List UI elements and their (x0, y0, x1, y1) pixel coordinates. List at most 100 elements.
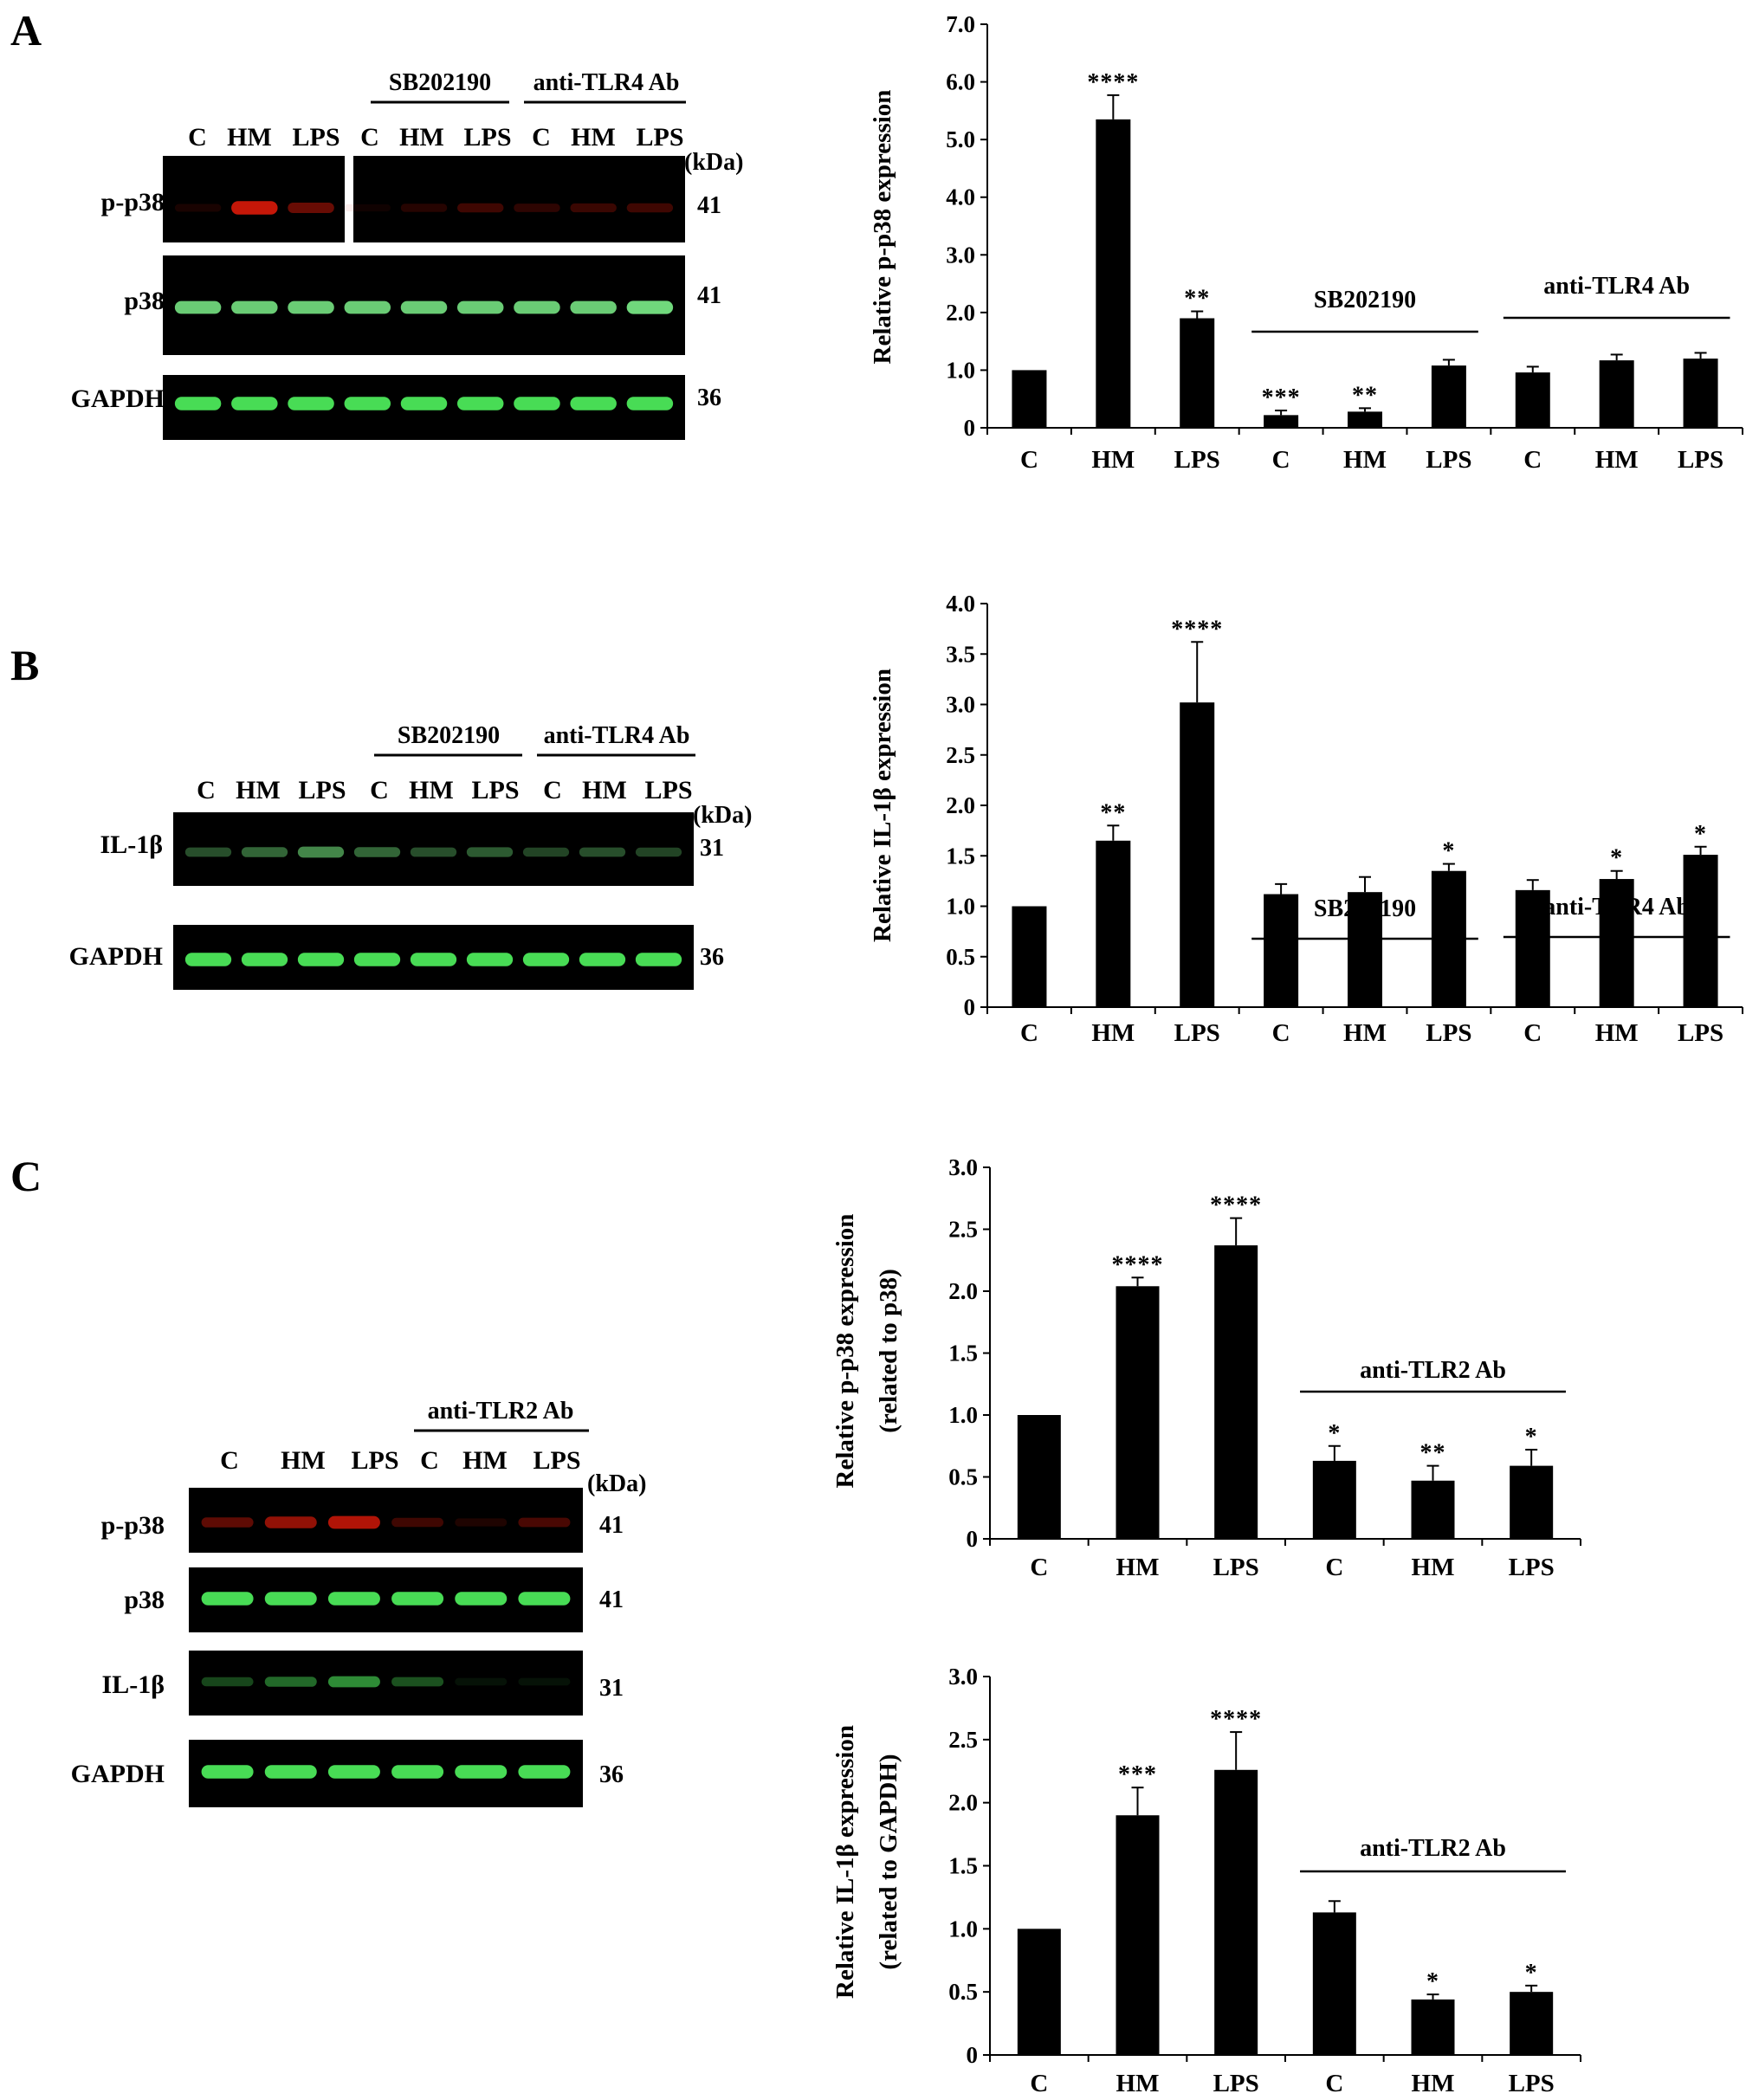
bar (1116, 1815, 1160, 2055)
blot-kda-value: 41 (697, 192, 721, 219)
blot-strip (353, 156, 685, 242)
protein-band (456, 203, 504, 213)
bar (1348, 411, 1382, 428)
lane-label: C (220, 1446, 239, 1475)
significance-marker: **** (1210, 1706, 1262, 1733)
blot-strip (163, 156, 345, 242)
significance-marker: * (1694, 821, 1707, 848)
y-tick-label: 3.0 (946, 242, 975, 268)
lane-label: LPS (533, 1446, 580, 1475)
x-tick-label: C (1523, 1019, 1542, 1047)
x-tick-label: LPS (1426, 1019, 1471, 1047)
y-tick-label: 1.0 (948, 1916, 978, 1942)
protein-band (264, 1592, 317, 1606)
chart-a: 0 1.0 2.0 3.0 4.0 5.0 6.0 7.0 Relative p-p38 exp… (869, 11, 1743, 474)
x-tick-label: LPS (1213, 2070, 1259, 2097)
protein-band (231, 397, 278, 410)
protein-band (626, 397, 674, 410)
protein-band (201, 1765, 254, 1779)
bar (1180, 318, 1215, 428)
x-tick-label: LPS (1174, 1019, 1220, 1047)
bar (1411, 1999, 1455, 2055)
blot-strip (173, 812, 694, 886)
bar (1411, 1480, 1455, 1539)
protein-band (174, 204, 222, 212)
bar (1348, 892, 1382, 1007)
lane-label: LPS (292, 123, 340, 152)
x-tick-label: HM (1412, 1554, 1455, 1581)
significance-marker: *** (1118, 1761, 1157, 1788)
bar (1515, 889, 1550, 1007)
x-tick-label: LPS (1509, 1554, 1555, 1581)
x-tick-label: HM (1595, 446, 1639, 474)
x-tick-label: C (1325, 1554, 1343, 1581)
chart-c-bottom: 0 0.5 1.0 1.5 2.0 2.5 3.0 Relative IL-1β expres… (831, 1664, 1581, 2097)
protein-band (201, 1517, 254, 1528)
lane-label: HM (227, 123, 272, 152)
lane-label: LPS (463, 123, 511, 152)
protein-band (264, 1677, 317, 1687)
protein-band (579, 953, 626, 966)
x-tick-label: C (1030, 2070, 1048, 2097)
treatment-group-label: anti-TLR4 Ab (544, 722, 690, 749)
protein-band (344, 300, 391, 314)
lane-label: C (543, 776, 562, 804)
x-tick-label: HM (1116, 2070, 1160, 2097)
protein-band (570, 203, 617, 213)
bar (1017, 1929, 1061, 2055)
y-axis-label: Relative IL-1β expression (869, 669, 896, 942)
protein-band (455, 1592, 508, 1606)
bar (1599, 360, 1634, 428)
x-tick-label: LPS (1678, 1019, 1723, 1047)
protein-band (391, 1765, 444, 1779)
protein-band (264, 1516, 317, 1528)
x-tick-label: HM (1343, 446, 1387, 474)
x-tick-label: LPS (1509, 2070, 1555, 2097)
protein-band (288, 300, 334, 314)
western-blots: C HM LPS C HM LPS C HM LPS SB202190 anti-TLR4 Ab (k… (69, 69, 752, 1807)
protein-band (201, 1592, 254, 1606)
y-tick-label: 2.0 (948, 1790, 978, 1816)
y-tick-label: 0 (967, 1526, 979, 1552)
bar (1431, 365, 1466, 428)
y-tick-label: 1.0 (946, 357, 975, 383)
kda-unit-label: (kDa) (684, 149, 743, 176)
group-bracket-label: SB202190 (1314, 287, 1416, 313)
protein-band (327, 1592, 380, 1606)
lane-label: C (197, 776, 216, 804)
significance-marker: * (1525, 1960, 1538, 1987)
y-tick-label: 1.5 (948, 1853, 978, 1879)
lane-label: HM (281, 1446, 326, 1475)
x-tick-label: HM (1343, 1019, 1387, 1047)
treatment-group-label: SB202190 (398, 722, 500, 749)
lane-label: LPS (644, 776, 692, 804)
significance-marker: **** (1112, 1251, 1164, 1278)
kda-unit-label: (kDa) (693, 802, 752, 829)
group-bracket-label: anti-TLR2 Ab (1360, 1357, 1506, 1384)
bar (1312, 1912, 1356, 2055)
bar (1017, 1415, 1061, 1539)
bar (1264, 894, 1299, 1007)
lane-label: HM (582, 776, 627, 804)
blot-panel-b: C HM LPS C HM LPS C HM LPS SB202190 anti-TLR4 Ab (k… (69, 722, 752, 990)
y-tick-label: 1.0 (946, 894, 975, 920)
protein-band (518, 1592, 571, 1606)
lane-label: C (360, 123, 379, 152)
y-axis-label: Relative p-p38 expression (831, 1214, 859, 1489)
protein-band (344, 397, 391, 410)
blot-row-label: p-p38 (101, 1511, 165, 1540)
x-tick-label: C (1020, 446, 1038, 474)
protein-band (264, 1765, 317, 1779)
protein-band (201, 1677, 254, 1687)
bar (1214, 1245, 1258, 1539)
protein-band (184, 953, 232, 966)
bar (1096, 840, 1131, 1007)
panel-letter-b: B (10, 641, 39, 689)
y-tick-label: 3.0 (946, 692, 975, 718)
bar (1096, 119, 1131, 429)
lane-label: LPS (351, 1446, 398, 1475)
significance-marker: * (1426, 1968, 1439, 1995)
bar (1180, 702, 1215, 1007)
protein-band (456, 397, 504, 410)
